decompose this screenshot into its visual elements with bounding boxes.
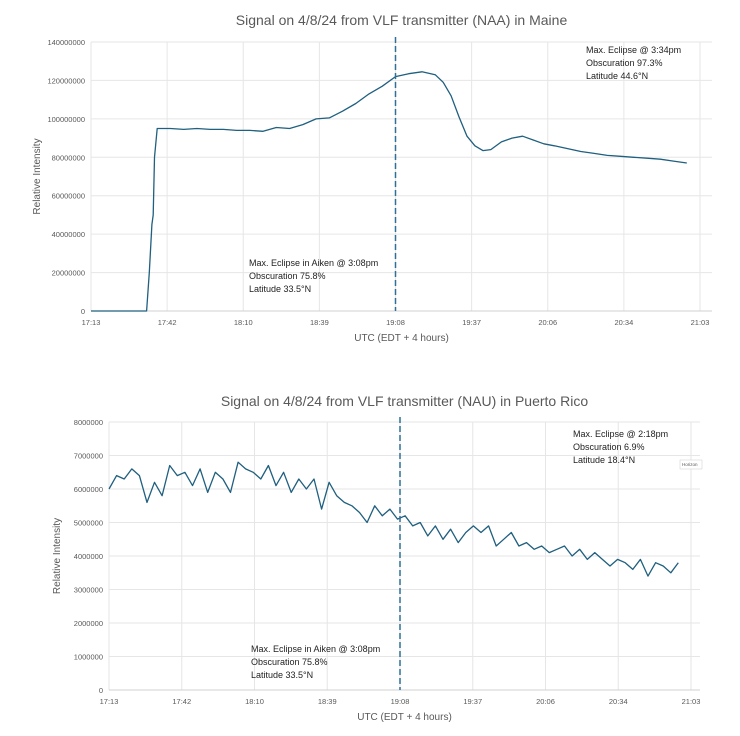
y-tick-label: 7000000 bbox=[74, 452, 103, 461]
chart-title: Signal on 4/8/24 from VLF transmitter (N… bbox=[236, 12, 568, 28]
x-axis-label: UTC (EDT + 4 hours) bbox=[357, 712, 452, 723]
y-tick-label: 5000000 bbox=[74, 519, 103, 528]
annotation-text: Max. Eclipse in Aiken @ 3:08pm bbox=[249, 258, 378, 268]
annotation-text: Obscuration 75.8% bbox=[251, 657, 328, 667]
x-tick-label: 17:42 bbox=[158, 318, 177, 327]
y-tick-label: 80000000 bbox=[52, 153, 85, 162]
data-series-line bbox=[108, 461, 679, 577]
y-tick-label: 0 bbox=[81, 307, 85, 316]
x-tick-label: 17:13 bbox=[100, 697, 119, 706]
y-tick-label: 3000000 bbox=[74, 586, 103, 595]
y-tick-label: 0 bbox=[99, 686, 103, 695]
y-tick-label: 6000000 bbox=[74, 485, 103, 494]
x-tick-label: 17:13 bbox=[82, 318, 101, 327]
annotation-text: Max. Eclipse @ 2:18pm bbox=[573, 429, 668, 439]
annotation-text: Obscuration 6.9% bbox=[573, 442, 645, 452]
x-tick-label: 19:08 bbox=[391, 697, 410, 706]
y-tick-label: 4000000 bbox=[74, 552, 103, 561]
annotation-text: Max. Eclipse in Aiken @ 3:08pm bbox=[251, 644, 380, 654]
chart-title: Signal on 4/8/24 from VLF transmitter (N… bbox=[221, 393, 588, 409]
y-tick-label: 140000000 bbox=[47, 38, 85, 47]
x-tick-label: 18:10 bbox=[245, 697, 264, 706]
legend-fragment-box bbox=[679, 459, 703, 470]
x-tick-label: 21:03 bbox=[682, 697, 701, 706]
x-tick-label: 18:39 bbox=[310, 318, 329, 327]
data-series-line bbox=[91, 71, 687, 312]
y-tick-label: 40000000 bbox=[52, 230, 85, 239]
annotation-text: Latitude 33.5°N bbox=[251, 670, 313, 680]
x-tick-label: 21:03 bbox=[691, 318, 710, 327]
legend-fragment: Horizon bbox=[682, 462, 698, 467]
x-tick-label: 17:42 bbox=[172, 697, 191, 706]
x-tick-label: 18:10 bbox=[234, 318, 253, 327]
y-tick-label: 1000000 bbox=[74, 653, 103, 662]
x-tick-label: 18:39 bbox=[318, 697, 337, 706]
x-tick-label: 19:08 bbox=[386, 318, 405, 327]
x-tick-label: 19:37 bbox=[463, 697, 482, 706]
y-tick-label: 2000000 bbox=[74, 619, 103, 628]
x-tick-label: 20:34 bbox=[609, 697, 628, 706]
annotation-text: Latitude 44.6°N bbox=[586, 71, 648, 81]
x-tick-label: 19:37 bbox=[462, 318, 481, 327]
annotation-text: Obscuration 75.8% bbox=[249, 271, 326, 281]
y-tick-label: 120000000 bbox=[47, 76, 85, 85]
annotation-text: Obscuration 97.3% bbox=[586, 58, 663, 68]
annotation-text: Latitude 33.5°N bbox=[249, 284, 311, 294]
annotation-text: Max. Eclipse @ 3:34pm bbox=[586, 45, 681, 55]
chart-naa-maine: Signal on 4/8/24 from VLF transmitter (N… bbox=[32, 12, 712, 344]
x-axis-label: UTC (EDT + 4 hours) bbox=[354, 333, 449, 344]
annotation-text: Latitude 18.4°N bbox=[573, 455, 635, 465]
y-axis-label: Relative Intensity bbox=[32, 138, 43, 214]
y-tick-label: 60000000 bbox=[52, 192, 85, 201]
y-tick-label: 100000000 bbox=[47, 115, 85, 124]
x-tick-label: 20:34 bbox=[614, 318, 633, 327]
x-tick-label: 20:06 bbox=[536, 697, 555, 706]
x-tick-label: 20:06 bbox=[538, 318, 557, 327]
chart-nau-puerto-rico: Signal on 4/8/24 from VLF transmitter (N… bbox=[52, 393, 703, 723]
y-axis-label: Relative Intensity bbox=[52, 518, 63, 594]
y-tick-label: 20000000 bbox=[52, 269, 85, 278]
y-tick-label: 8000000 bbox=[74, 418, 103, 427]
